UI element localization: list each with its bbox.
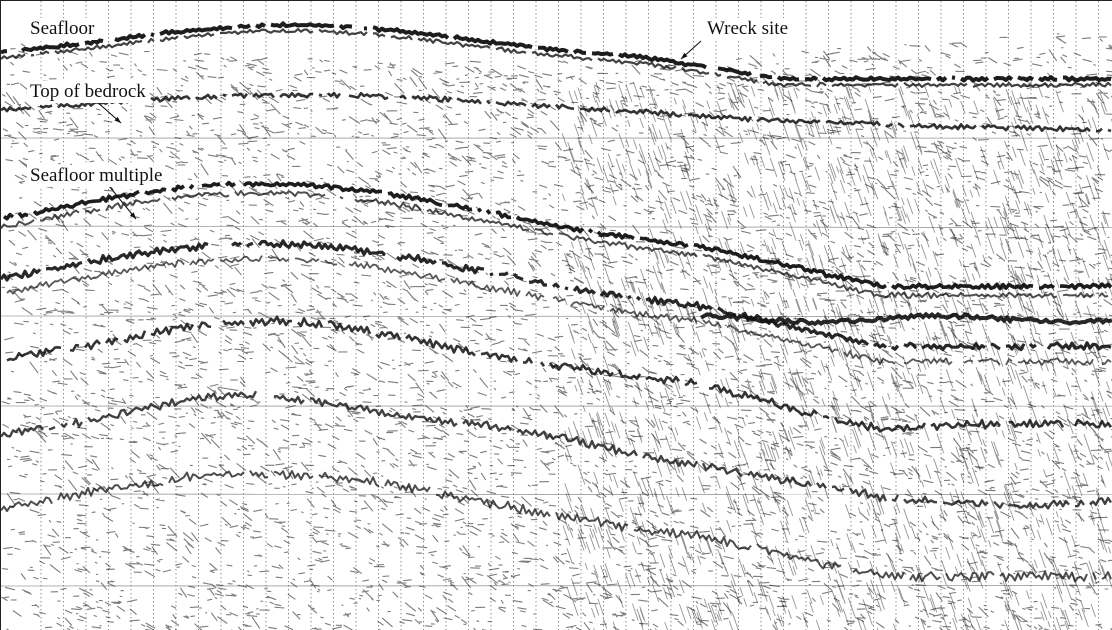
wreck-arrow-head <box>681 52 688 59</box>
deep-reflector-1 <box>1 239 1112 352</box>
seafloor-multiple-reflector <box>2 180 1112 291</box>
seafloor-reflector-echo <box>1 28 1112 89</box>
bedrock-reflector <box>1 91 1112 133</box>
deep-reflector-3 <box>1 390 1112 510</box>
reflector-horizons <box>1 21 1112 583</box>
annotation-arrows <box>95 40 702 220</box>
deep-reflector-4 <box>1 470 1112 583</box>
wreck-site-label: Wreck site <box>704 18 792 40</box>
deep-reflector-1b <box>6 255 1112 366</box>
multiple-arrow-head <box>130 212 136 219</box>
multiple-echo <box>1 189 1109 300</box>
top-of-bedrock-label: Top of bedrock <box>27 81 149 103</box>
seafloor-multiple-label: Seafloor multiple <box>27 165 166 187</box>
noise-speckle <box>1 33 1112 630</box>
bedrock-arrow-head <box>114 116 121 123</box>
multiple-arrow <box>108 185 137 220</box>
timing-gridline <box>1 493 1112 495</box>
seafloor-reflector <box>1 21 1112 83</box>
seafloor-label: Seafloor <box>27 18 98 40</box>
deep-reflector-2 <box>6 315 1112 433</box>
right-flat-reflector <box>700 311 1112 327</box>
